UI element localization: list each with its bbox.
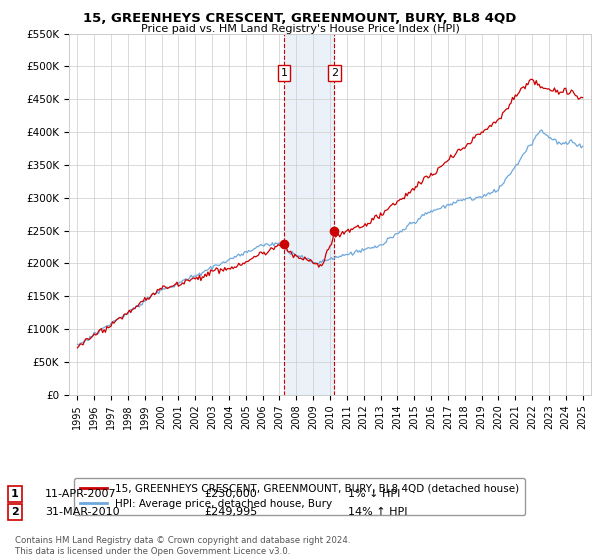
Text: 2: 2 <box>331 68 338 78</box>
Text: 15, GREENHEYS CRESCENT, GREENMOUNT, BURY, BL8 4QD: 15, GREENHEYS CRESCENT, GREENMOUNT, BURY… <box>83 12 517 25</box>
Text: 1% ↓ HPI: 1% ↓ HPI <box>348 489 400 499</box>
Text: Price paid vs. HM Land Registry's House Price Index (HPI): Price paid vs. HM Land Registry's House … <box>140 24 460 34</box>
Text: £249,995: £249,995 <box>204 507 257 517</box>
Text: 14% ↑ HPI: 14% ↑ HPI <box>348 507 407 517</box>
Text: 11-APR-2007: 11-APR-2007 <box>45 489 116 499</box>
Text: 1: 1 <box>11 489 19 499</box>
Text: £230,000: £230,000 <box>204 489 257 499</box>
Text: 31-MAR-2010: 31-MAR-2010 <box>45 507 119 517</box>
Bar <box>284 34 334 395</box>
Legend: 15, GREENHEYS CRESCENT, GREENMOUNT, BURY, BL8 4QD (detached house), HPI: Average: 15, GREENHEYS CRESCENT, GREENMOUNT, BURY… <box>74 478 525 515</box>
Text: Contains HM Land Registry data © Crown copyright and database right 2024.
This d: Contains HM Land Registry data © Crown c… <box>15 536 350 556</box>
Text: 2: 2 <box>11 507 19 517</box>
Text: 1: 1 <box>281 68 287 78</box>
